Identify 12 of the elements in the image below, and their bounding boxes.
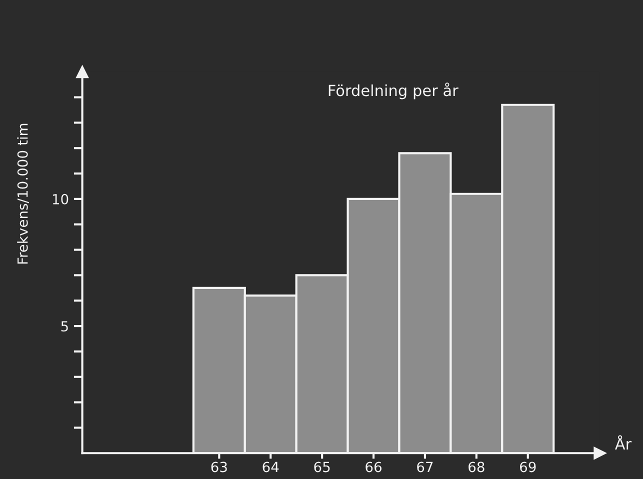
x-tick-label: 68 xyxy=(468,462,484,472)
text: Fördelning per år xyxy=(328,82,458,100)
y-tick-label: 10 xyxy=(52,194,68,204)
x-tick-label: 69 xyxy=(520,462,536,472)
x-tick-label: 64 xyxy=(262,462,279,472)
y-axis-title: Frekvens/10.000 tim xyxy=(17,124,29,264)
x-tick-label: 65 xyxy=(314,462,330,472)
x-tick-label: 67 xyxy=(417,462,433,472)
x-tick-label: 66 xyxy=(366,462,382,472)
x-tick-label: 63 xyxy=(211,462,227,472)
x-axis-title: År xyxy=(614,435,632,450)
y-tick-label: 5 xyxy=(61,321,68,332)
